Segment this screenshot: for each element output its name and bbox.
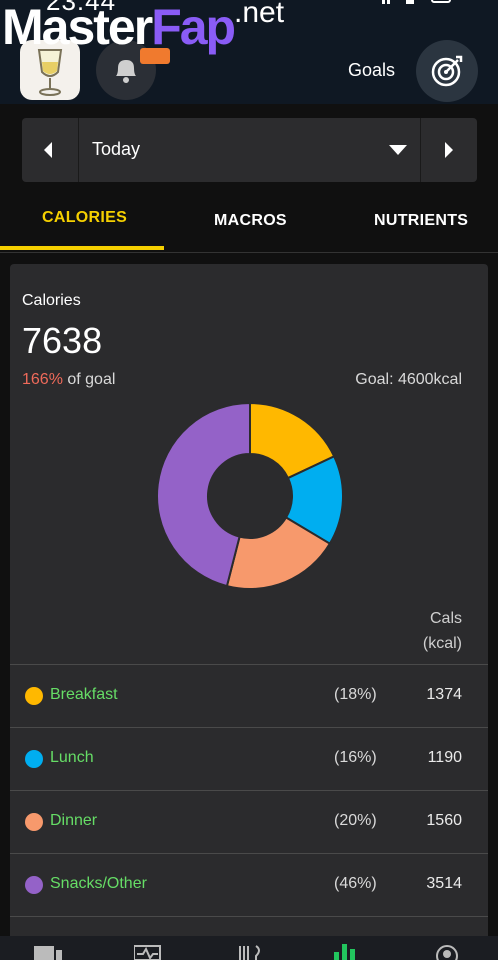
target-icon — [431, 55, 463, 87]
calorie-total: 7638 — [22, 320, 103, 361]
dashboard-icon[interactable] — [34, 944, 64, 960]
divider — [78, 118, 79, 182]
date-selector: Today — [22, 118, 477, 182]
snacks-color-dot — [25, 876, 43, 894]
card-title: Calories — [22, 292, 81, 309]
bottom-navigation — [0, 936, 498, 960]
stats-icon[interactable] — [334, 944, 364, 960]
lunch-color-dot — [25, 750, 43, 768]
meal-percent: (20%) — [334, 812, 377, 829]
watermark-part2: Fap — [151, 0, 236, 55]
meal-percent: (18%) — [334, 686, 377, 703]
top-bar: 23:44 MasterFap .net Goals — [0, 0, 498, 104]
avatar[interactable] — [20, 40, 80, 100]
profile-icon[interactable] — [432, 944, 462, 960]
tab-calories[interactable]: CALORIES — [42, 209, 128, 226]
goal-value: Goal: 4600kcal — [355, 371, 462, 388]
active-tab-indicator — [0, 246, 164, 250]
kcal-header: (kcal) — [422, 635, 462, 652]
meal-row-dinner[interactable]: Dinner (20%) 1560 — [10, 790, 488, 854]
meal-calories: 1190 — [427, 749, 462, 766]
goal-percent-suffix: of goal — [62, 371, 116, 388]
meal-row-breakfast[interactable]: Breakfast (18%) 1374 — [10, 664, 488, 728]
wine-glass-icon — [37, 49, 63, 96]
goals-label[interactable]: Goals — [348, 60, 396, 80]
dinner-color-dot — [25, 813, 43, 831]
caret-down-icon[interactable] — [388, 144, 408, 156]
meal-name: Breakfast — [50, 686, 118, 703]
meal-name: Snacks/Other — [50, 875, 147, 892]
meal-percent: (16%) — [334, 749, 377, 766]
watermark-part1: Master — [2, 0, 153, 55]
tab-nutrients[interactable]: NUTRIENTS — [374, 212, 469, 229]
watermark: MasterFap .net — [2, 0, 284, 55]
tab-bar: CALORIES MACROS NUTRIENTS — [0, 190, 498, 253]
calories-card: Calories 7638 166% of goal Goal: 4600kca… — [10, 264, 488, 944]
activity-icon[interactable] — [134, 944, 164, 960]
watermark-suffix: .net — [234, 0, 285, 29]
table-end-divider — [10, 916, 488, 945]
donut-slice-dinner — [225, 516, 332, 590]
goals-button[interactable] — [416, 40, 478, 102]
donut-slice-breakfast — [249, 401, 336, 480]
previous-day-button[interactable] — [22, 118, 78, 182]
status-time: 23:44 — [46, 0, 117, 16]
goal-percent: 166% — [22, 371, 63, 388]
meal-row-snacks[interactable]: Snacks/Other (46%) 3514 — [10, 853, 488, 917]
cals-header: Cals — [429, 610, 462, 627]
meal-percent: (46%) — [334, 875, 377, 892]
meal-calories: 1560 — [426, 812, 462, 829]
badge — [140, 48, 170, 64]
meal-calories: 1374 — [426, 686, 462, 703]
next-day-button[interactable] — [421, 118, 477, 182]
meal-name: Lunch — [50, 749, 94, 766]
breakfast-color-dot — [25, 687, 43, 705]
donut-slice-snacks-other — [156, 401, 251, 588]
date-label[interactable]: Today — [92, 139, 141, 159]
divider — [420, 118, 421, 182]
goal-percent-line: 166% of goal — [22, 371, 115, 389]
chevron-left-icon — [44, 142, 52, 158]
meal-row-lunch[interactable]: Lunch (16%) 1190 — [10, 727, 488, 791]
meal-name: Dinner — [50, 812, 98, 829]
tab-macros[interactable]: MACROS — [214, 212, 287, 229]
chevron-right-icon — [445, 142, 453, 158]
bell-icon — [116, 60, 136, 83]
meal-calories: 3514 — [426, 875, 462, 892]
status-icons — [382, 0, 451, 4]
calories-donut-chart — [156, 401, 344, 590]
food-icon[interactable] — [236, 944, 266, 960]
